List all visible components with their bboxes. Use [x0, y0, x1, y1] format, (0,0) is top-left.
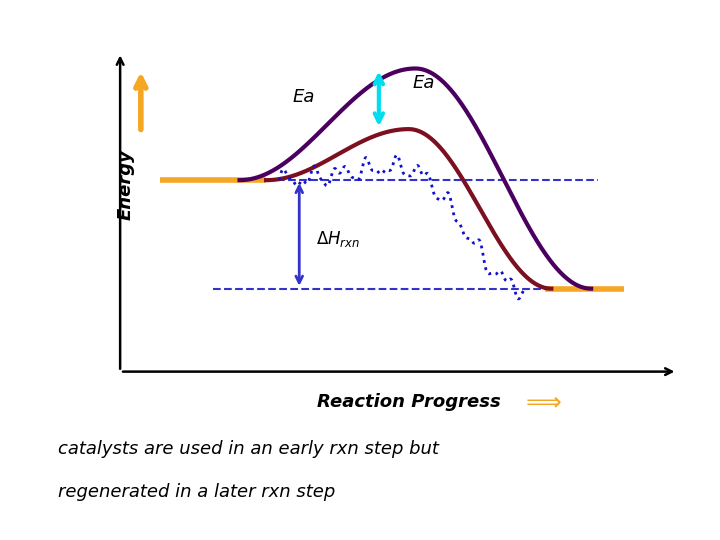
Text: Ea: Ea	[292, 88, 315, 106]
Text: $\mathit{\Delta H_{rxn}}$: $\mathit{\Delta H_{rxn}}$	[316, 229, 360, 249]
Text: Energy: Energy	[117, 150, 135, 220]
Text: Ea: Ea	[412, 73, 434, 92]
Text: regenerated in a later rxn step: regenerated in a later rxn step	[58, 483, 335, 501]
Text: ⟹: ⟹	[526, 390, 562, 414]
Text: Reaction Progress: Reaction Progress	[317, 393, 500, 411]
Text: catalysts are used in an early rxn step but: catalysts are used in an early rxn step …	[58, 440, 438, 457]
